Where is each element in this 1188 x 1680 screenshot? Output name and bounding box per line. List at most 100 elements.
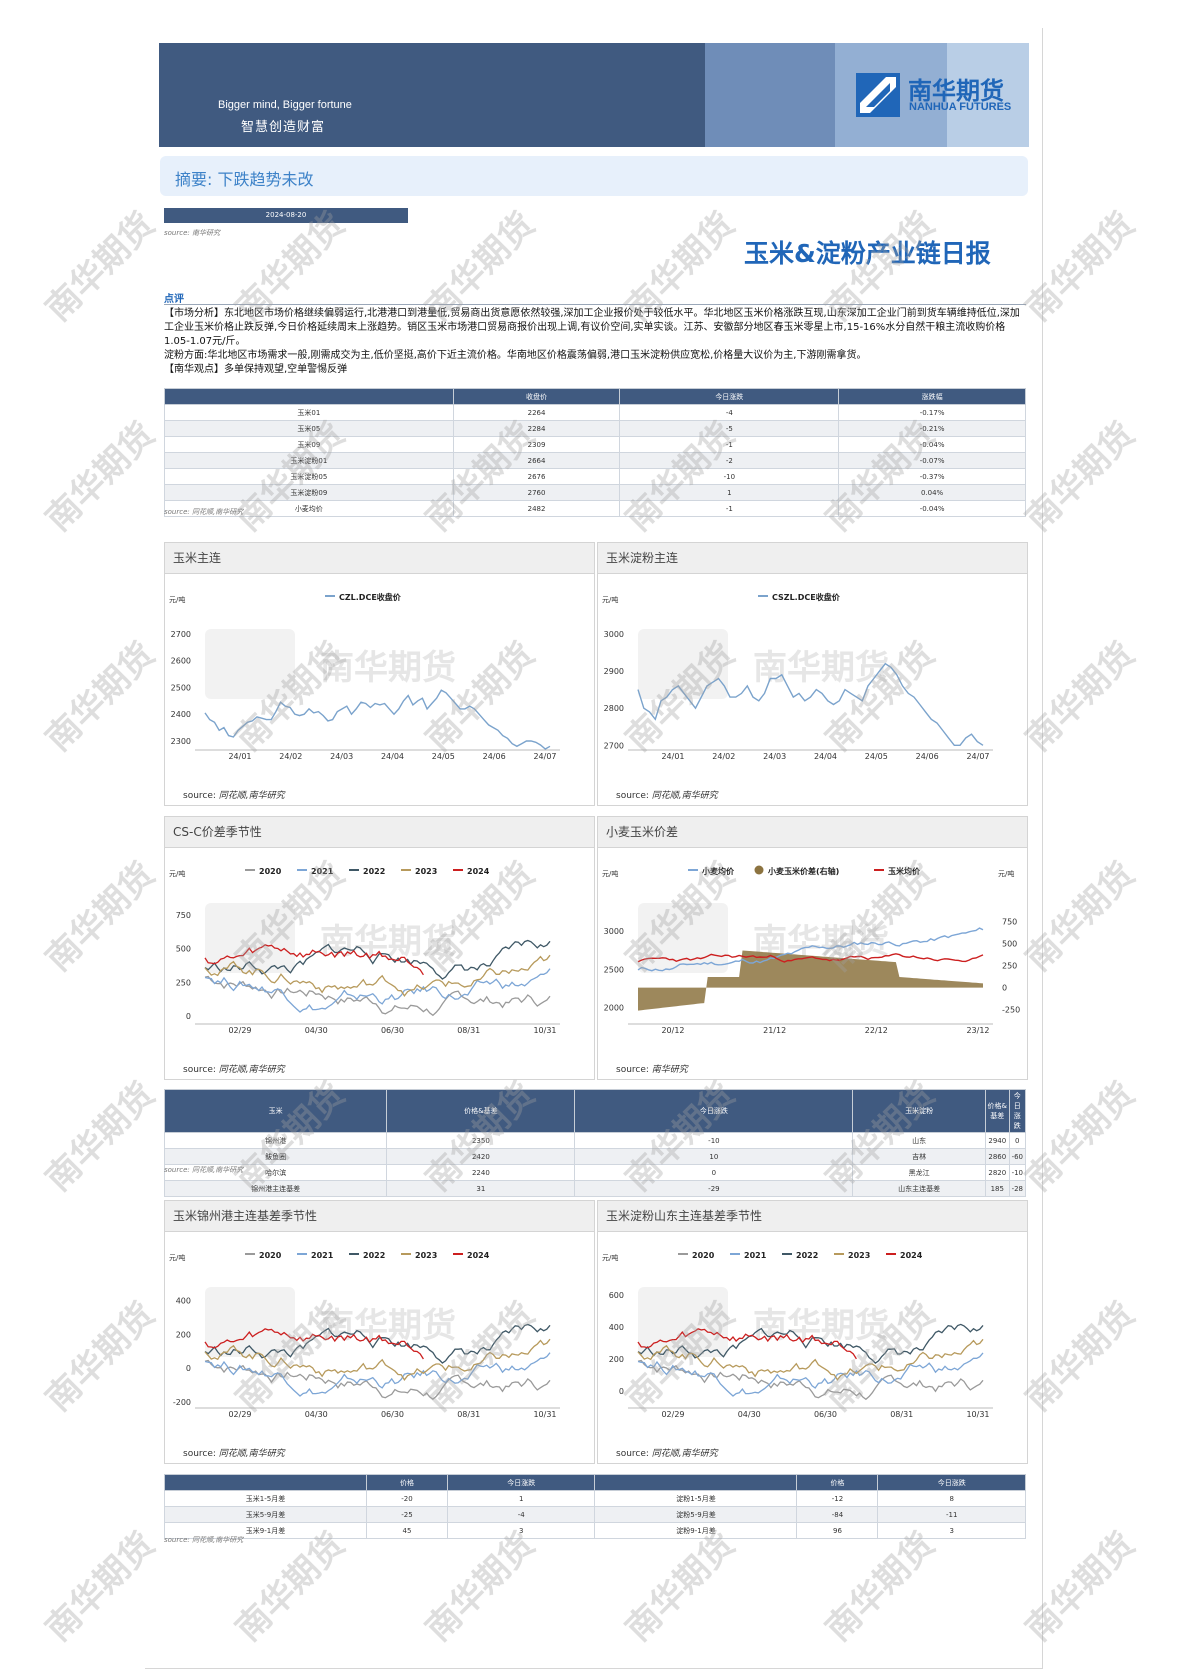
y2-tick-label: 250	[1002, 962, 1017, 971]
corn-basis-chart: 元/吨 -200 0 200 400 02/29 04/30 06/30 08/31 10/31 南…	[169, 1251, 560, 1419]
calendar-spread-table: 价格 今日涨跌 价格 今日涨跌 玉米1-5月差 -20 1 淀粉1-5月差 -12 8 玉米5-9月…	[164, 1474, 1026, 1539]
series-line	[637, 1328, 857, 1360]
y-tick-label: 400	[609, 1323, 624, 1332]
x-tick-label: 24/01	[661, 752, 684, 761]
legend-label: 2021	[744, 1251, 767, 1260]
table-row: 玉米淀粉01 2664 -2 -0.07%	[164, 452, 1026, 469]
table-cell: -20	[366, 1490, 448, 1507]
market-analysis: 【市场分析】东北地区市场价格继续偏弱运行,北港港口到港量低,贸易商出货意愿依然较…	[164, 308, 1020, 347]
table-row: 玉米1-5月差 -20 1 淀粉1-5月差 -12 8	[164, 1490, 1026, 1507]
table-cell: 锦州港主连基差	[163, 1180, 388, 1197]
legend-swatch	[754, 865, 764, 875]
table-cell: -0.04%	[838, 500, 1026, 517]
table-row: 玉米01 2264 -4 -0.17%	[164, 404, 1026, 421]
legend-label: 2021	[311, 1251, 334, 1260]
chart-watermark-text: 南华期货	[320, 1306, 456, 1346]
chart-watermark-text: 南华期货	[320, 922, 456, 962]
x-tick-label: 04/30	[305, 1410, 328, 1419]
y-tick-label: 500	[176, 945, 191, 954]
table-cell: -1	[619, 500, 840, 517]
table-row: 玉米淀粉09 2760 1 0.04%	[164, 484, 1026, 501]
table-header-cell: 今日涨跌	[1008, 1089, 1027, 1133]
watermark-text: 南华期货	[38, 1074, 163, 1200]
y-tick-label: 2000	[604, 1004, 624, 1013]
x-tick-label: 24/06	[916, 752, 939, 761]
chart-title: 玉米锦州港主连基差季节性	[165, 1201, 594, 1232]
chart-title: 玉米主连	[165, 543, 594, 574]
table-cell: 2820	[984, 1164, 1010, 1181]
table-header-cell	[594, 1474, 798, 1491]
axis-unit-label: 元/吨	[602, 595, 618, 604]
y-tick-label: 2600	[171, 657, 191, 666]
table-cell: 1	[446, 1490, 596, 1507]
table-cell: -0.07%	[838, 452, 1026, 469]
chart-source: source: 同花顺,南华研究	[616, 1449, 718, 1459]
wheat-corn-spread-chart: 元/吨 2000 2500 3000 元/吨 -250 0 250 500 750 20/12 21/…	[602, 865, 1020, 1035]
table-header-cell: 玉米淀粉	[852, 1089, 986, 1133]
table-cell: -5	[619, 420, 840, 437]
legend-label: 2024	[900, 1251, 923, 1260]
table-header-cell: 收盘价	[452, 388, 621, 405]
page-title: 玉米&淀粉产业链日报	[744, 239, 991, 268]
x-tick-label: 24/02	[712, 752, 735, 761]
x-tick-label: 10/31	[533, 1026, 556, 1035]
spread-area	[638, 950, 983, 1011]
x-tick-label: 24/05	[432, 752, 455, 761]
series-line	[204, 689, 551, 750]
watermark-text: 南华期货	[38, 854, 163, 980]
chart-watermark-icon	[638, 1287, 728, 1357]
y-tick-label: 200	[609, 1355, 624, 1364]
watermark-text: 南华期货	[1018, 1294, 1143, 1420]
table-cell: 1	[619, 484, 840, 501]
spot-basis-table: 玉米 价格&基差 今日涨跌 玉米淀粉 价格&基差 今日涨跌 锦州港 2350 -10 山东 2940…	[163, 1089, 1027, 1197]
y-tick-label: 2500	[604, 965, 624, 974]
series-line	[637, 953, 984, 963]
summary-text: 摘要: 下跌趋势未改	[175, 170, 314, 189]
table-cell: 2860	[984, 1148, 1010, 1165]
x-tick-label: 24/03	[330, 752, 353, 761]
table-cell: 31	[386, 1180, 576, 1197]
y-tick-label: 2800	[604, 704, 624, 713]
table-header-cell: 玉米	[163, 1089, 388, 1133]
starch-main-chart: 元/吨 2700 2800 2900 3000 24/01 24/02 24/03 24/04 2…	[602, 592, 993, 761]
slogan-chinese: 智慧创造财富	[241, 120, 326, 135]
legend-label: 2023	[415, 867, 437, 876]
x-tick-label: 02/29	[661, 1410, 684, 1419]
source-note: source: 南华研究	[164, 229, 220, 237]
table-cell: 2264	[452, 404, 621, 421]
table-cell: -10	[1008, 1164, 1027, 1181]
chart-source: source: 同花顺,南华研究	[183, 1065, 285, 1075]
table-header-cell	[164, 1474, 367, 1491]
series-line	[637, 1338, 984, 1381]
table-cell: -12	[796, 1490, 879, 1507]
axis-unit-label: 元/吨	[998, 869, 1014, 878]
page-border-bottom	[145, 1668, 1043, 1669]
legend-label: 2022	[363, 1251, 385, 1260]
y-tick-label: 2400	[171, 710, 191, 719]
table-header-cell: 价格	[796, 1474, 879, 1491]
corn-main-chart: 元/吨 2300 2400 2500 2600 2700 24/01 24/02 24/03 24…	[169, 592, 560, 761]
watermark-text: 南华期货	[1018, 1074, 1143, 1200]
legend-label: 2022	[796, 1251, 818, 1260]
series-line	[204, 1323, 551, 1364]
x-tick-label: 10/31	[966, 1410, 989, 1419]
table-cell: 山东主连基差	[852, 1180, 986, 1197]
slogan-english: Bigger mind, Bigger fortune	[218, 99, 352, 111]
series-line	[204, 1359, 551, 1401]
x-tick-label: 06/30	[381, 1026, 404, 1035]
table-cell: 玉米1-5月差	[164, 1490, 367, 1507]
table-cell: 玉米5-9月差	[164, 1506, 367, 1523]
legend-label: 2023	[415, 1251, 437, 1260]
watermark-text: 南华期货	[1018, 204, 1143, 330]
table-cell: 185	[984, 1180, 1010, 1197]
watermark-text: 南华期货	[38, 204, 163, 330]
y2-tick-label: -250	[1002, 1006, 1020, 1015]
table-cell: 3	[877, 1522, 1026, 1539]
table-cell: -84	[796, 1506, 879, 1523]
x-tick-label: 24/06	[483, 752, 506, 761]
source-note: source: 同花顺,南华研究	[164, 1166, 244, 1174]
logo-english: NANHUA FUTURES	[909, 101, 1012, 113]
table-row: 玉米05 2284 -5 -0.21%	[164, 420, 1026, 437]
header-banner: Bigger mind, Bigger fortune 智慧创造财富 南华期货 …	[159, 43, 1029, 147]
y-tick-label: 3000	[604, 927, 624, 936]
